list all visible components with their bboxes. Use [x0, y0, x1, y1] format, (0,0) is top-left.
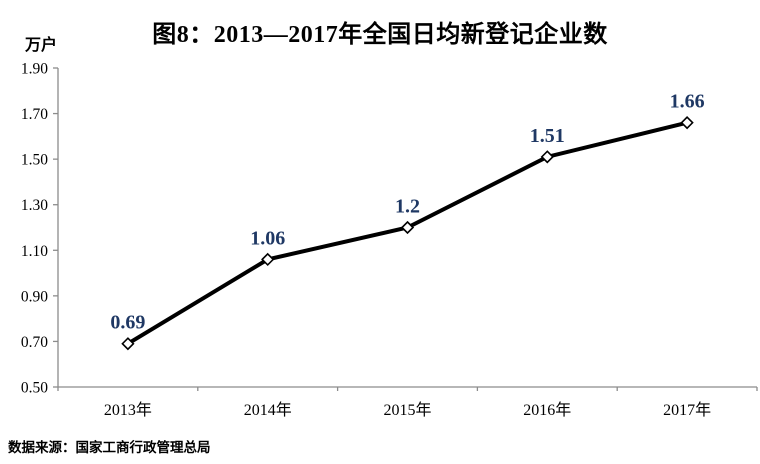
y-tick-label: 1.70	[21, 106, 48, 123]
data-source-note: 数据来源：国家工商行政管理总局	[8, 440, 211, 455]
data-label: 1.2	[395, 196, 420, 218]
x-axis-label: 2013年	[104, 401, 152, 419]
data-label: 1.51	[530, 125, 565, 147]
chart-title: 图8：2013—2017年全国日均新登记企业数	[152, 22, 608, 48]
x-axis-label: 2015年	[383, 401, 431, 419]
x-axis-label: 2014年	[244, 401, 292, 419]
y-tick-label: 1.30	[21, 197, 48, 214]
y-tick-label: 0.70	[21, 334, 48, 351]
x-axis-label: 2016年	[523, 401, 571, 419]
y-axis-unit-label: 万户	[25, 37, 58, 54]
y-tick-label: 1.10	[21, 243, 48, 260]
y-tick-label: 1.50	[21, 152, 48, 169]
data-label: 0.69	[110, 312, 145, 334]
y-tick-label: 0.50	[21, 380, 48, 397]
point-marker	[400, 220, 415, 235]
data-label: 1.66	[670, 91, 705, 113]
point-marker	[261, 252, 275, 267]
point-marker	[540, 150, 554, 164]
x-axis-label: 2017年	[663, 401, 711, 419]
y-tick-label: 0.90	[21, 288, 48, 305]
data-label: 1.06	[250, 227, 285, 249]
point-marker	[680, 116, 694, 130]
point-marker	[121, 337, 135, 351]
y-tick-label: 1.90	[21, 61, 48, 78]
